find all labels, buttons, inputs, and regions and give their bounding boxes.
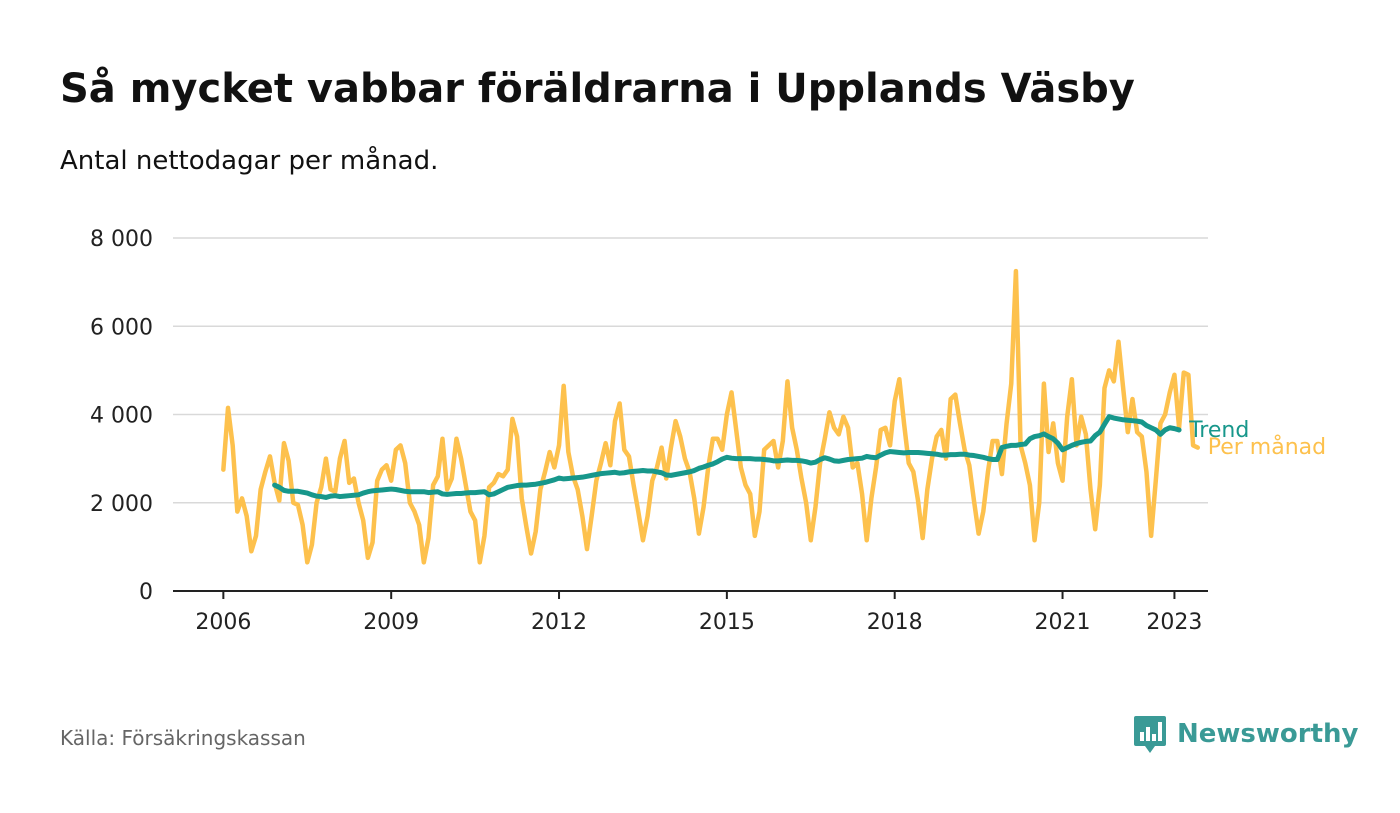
x-tick-label: 2006 xyxy=(195,610,251,635)
y-tick-label: 6 000 xyxy=(90,315,153,340)
x-tick-label: 2015 xyxy=(699,610,755,635)
chart-subtitle: Antal nettodagar per månad. xyxy=(60,146,439,176)
y-tick-label: 8 000 xyxy=(90,227,153,252)
y-axis-tick-labels: 0 2 000 4 000 6 000 8 000 xyxy=(90,227,153,605)
newsworthy-logo[interactable]: Newsworthy xyxy=(1133,712,1358,756)
x-tick-label: 2023 xyxy=(1146,610,1202,635)
source-credit: Källa: Försäkringskassan xyxy=(60,726,306,750)
monthly-label: Per månad xyxy=(1208,434,1326,460)
series-lines xyxy=(221,268,1200,565)
x-axis: 2006 2009 2012 2015 2018 2021 2023 xyxy=(173,590,1208,635)
chart-title: Så mycket vabbar föräldrarna i Upplands … xyxy=(60,66,1135,112)
newsworthy-logo-icon xyxy=(1134,716,1166,753)
monthly-line xyxy=(221,268,1200,565)
y-tick-label: 2 000 xyxy=(90,492,153,517)
trend-label: Trend xyxy=(1188,418,1249,443)
x-tick-label: 2018 xyxy=(867,610,923,635)
y-tick-label: 0 xyxy=(139,580,153,605)
y-tick-label: 4 000 xyxy=(90,404,153,429)
x-tick-label: 2009 xyxy=(363,610,419,635)
x-tick-label: 2012 xyxy=(531,610,587,635)
x-tick-label: 2021 xyxy=(1035,610,1091,635)
brand-name: Newsworthy xyxy=(1177,719,1359,749)
trend-line xyxy=(272,414,1182,500)
gridlines xyxy=(173,237,1208,504)
